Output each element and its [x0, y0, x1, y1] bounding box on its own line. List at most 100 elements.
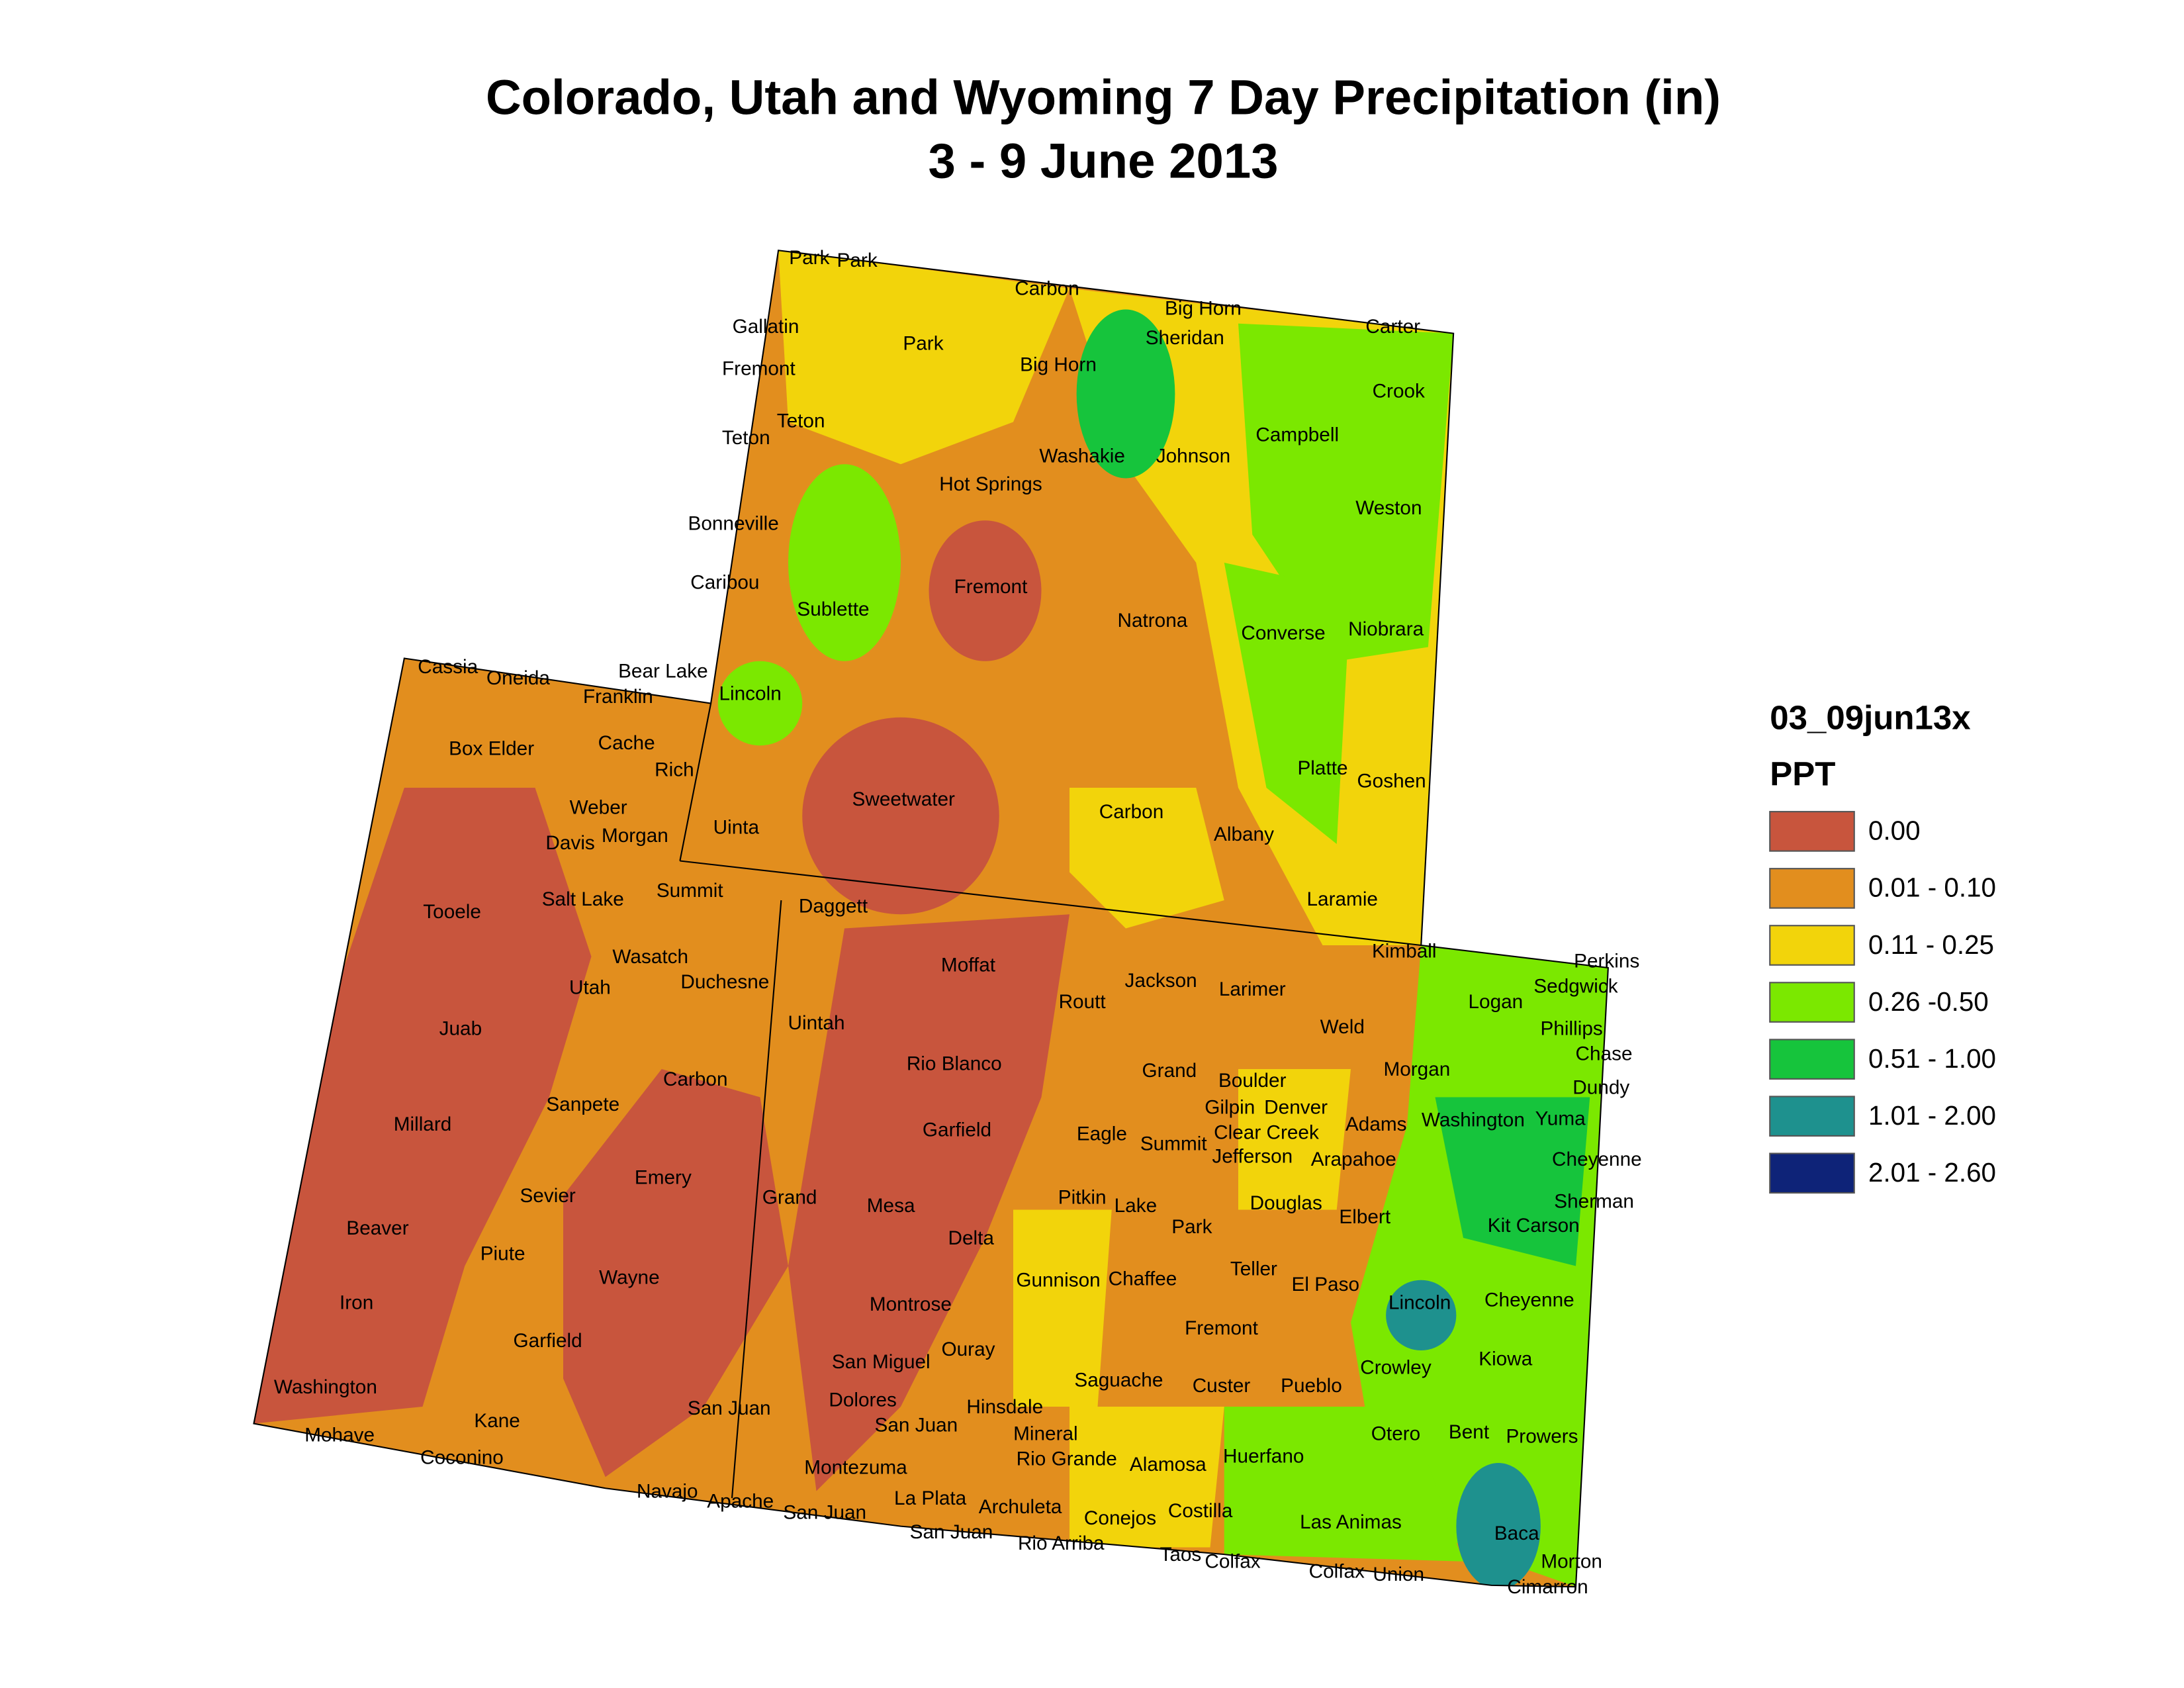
county-label: Carbon: [663, 1068, 728, 1090]
county-label: Perkins: [1574, 950, 1639, 972]
county-label: Cheyenne: [1552, 1149, 1642, 1170]
state-border: [679, 703, 712, 861]
county-label: Gallatin: [733, 316, 799, 338]
county-label: Carbon: [1099, 801, 1164, 823]
county-label: Rich: [655, 759, 694, 780]
county-label: Ouray: [941, 1338, 995, 1360]
county-label: Sherman: [1554, 1191, 1634, 1213]
county-label: Chase: [1576, 1043, 1633, 1065]
county-label: Rio Arriba: [1018, 1532, 1105, 1554]
legend-swatch: [1769, 811, 1855, 852]
county-label: Delta: [948, 1227, 995, 1249]
map-subtitle: 3 - 9 June 2013: [928, 133, 1278, 188]
county-label: Hinsdale: [966, 1396, 1043, 1418]
county-label: Yuma: [1535, 1107, 1586, 1129]
county-label: Davis: [545, 832, 594, 854]
county-label: Cassia: [418, 656, 478, 678]
county-label: Washington: [274, 1376, 377, 1398]
county-label: Platte: [1297, 757, 1347, 779]
county-label: Carbon: [1015, 278, 1079, 300]
county-label: Phillips: [1541, 1017, 1603, 1039]
county-label: Morgan: [1383, 1058, 1450, 1080]
county-label: Albany: [1214, 823, 1274, 845]
county-label: Sevier: [520, 1185, 575, 1207]
county-label: Gilpin: [1205, 1096, 1255, 1118]
legend-swatch: [1769, 1152, 1855, 1194]
state-border: [680, 860, 1422, 947]
county-label: Johnson: [1156, 445, 1230, 467]
county-label: Grand: [1142, 1060, 1197, 1082]
legend-label: 0.11 - 0.25: [1868, 929, 1994, 960]
county-label: Sweetwater: [852, 788, 956, 810]
county-label: Baca: [1494, 1523, 1539, 1544]
county-label: Weber: [570, 797, 627, 819]
county-label: Lincoln: [719, 683, 781, 705]
county-label: San Juan: [688, 1397, 771, 1419]
county-label: Coconino: [420, 1446, 504, 1468]
county-label: Tooele: [423, 901, 481, 923]
county-label: Larimer: [1219, 978, 1286, 1000]
legend-label: 1.01 - 2.00: [1868, 1100, 1996, 1131]
county-label: Clear Creek: [1214, 1122, 1319, 1144]
county-label: Sheridan: [1146, 327, 1224, 349]
county-label: Apache: [707, 1490, 774, 1512]
county-label: Bent: [1449, 1421, 1490, 1443]
legend-swatch: [1769, 982, 1855, 1023]
county-label: Caribou: [690, 572, 759, 594]
county-label: Chaffee: [1109, 1268, 1177, 1290]
county-label: Mesa: [867, 1195, 915, 1217]
county-label: Washakie: [1039, 445, 1125, 467]
county-label: El Paso: [1291, 1274, 1359, 1295]
county-label: Laramie: [1307, 888, 1378, 910]
legend-label: 2.01 - 2.60: [1868, 1157, 1996, 1188]
precip-surface: [253, 250, 1608, 1587]
county-label: Uintah: [788, 1012, 845, 1034]
county-label: Teton: [777, 410, 825, 432]
county-label: Elbert: [1339, 1206, 1390, 1228]
county-label: Montrose: [870, 1293, 952, 1315]
county-label: Adams: [1345, 1113, 1407, 1135]
county-label: Carter: [1365, 316, 1420, 338]
county-label: Montezuma: [804, 1456, 907, 1478]
county-label: Big Horn: [1165, 297, 1242, 319]
county-label: Logan: [1469, 991, 1524, 1013]
county-label: Custer: [1193, 1375, 1251, 1397]
county-label: Oneida: [486, 667, 550, 689]
county-label: Dolores: [829, 1389, 897, 1411]
map-title: Colorado, Utah and Wyoming 7 Day Precipi…: [486, 70, 1721, 125]
county-label: Routt: [1059, 991, 1107, 1013]
county-label: Goshen: [1357, 770, 1426, 792]
county-label: La Plata: [894, 1487, 967, 1509]
county-label: Kane: [474, 1410, 520, 1432]
county-label: Emery: [635, 1167, 692, 1189]
county-label: Utah: [569, 977, 611, 999]
county-label: Jackson: [1125, 970, 1197, 992]
state-outline: [253, 250, 1609, 1588]
county-label: Kiowa: [1479, 1348, 1532, 1370]
county-label: Moffat: [941, 955, 996, 976]
county-label: Dundy: [1572, 1077, 1629, 1099]
county-label: Fremont: [1185, 1317, 1258, 1339]
county-label: Bear Lake: [618, 661, 708, 682]
county-label: Fremont: [954, 576, 1028, 598]
county-label: Teller: [1230, 1258, 1277, 1280]
county-label: Pueblo: [1281, 1375, 1342, 1397]
county-label: Park: [903, 332, 943, 354]
county-label: Washington: [1422, 1109, 1525, 1131]
county-label: Morgan: [602, 825, 668, 847]
state-border: [731, 900, 782, 1499]
legend-label: 0.51 - 1.00: [1868, 1043, 1996, 1074]
county-label: Huerfano: [1223, 1445, 1304, 1467]
county-label: Daggett: [799, 895, 868, 917]
county-label: Navajo: [637, 1480, 698, 1502]
county-label: Lake: [1115, 1195, 1158, 1217]
county-label: Lincoln: [1388, 1292, 1451, 1314]
county-label: Morton: [1541, 1551, 1602, 1573]
legend-label: 0.00: [1868, 816, 1921, 846]
county-label: Sedgwick: [1533, 976, 1617, 998]
county-label: Mineral: [1013, 1423, 1078, 1444]
county-label: Costilla: [1168, 1500, 1233, 1522]
county-label: Denver: [1264, 1096, 1328, 1118]
county-label: Kimball: [1372, 940, 1437, 962]
legend-subtitle: PPT: [1770, 755, 1835, 792]
